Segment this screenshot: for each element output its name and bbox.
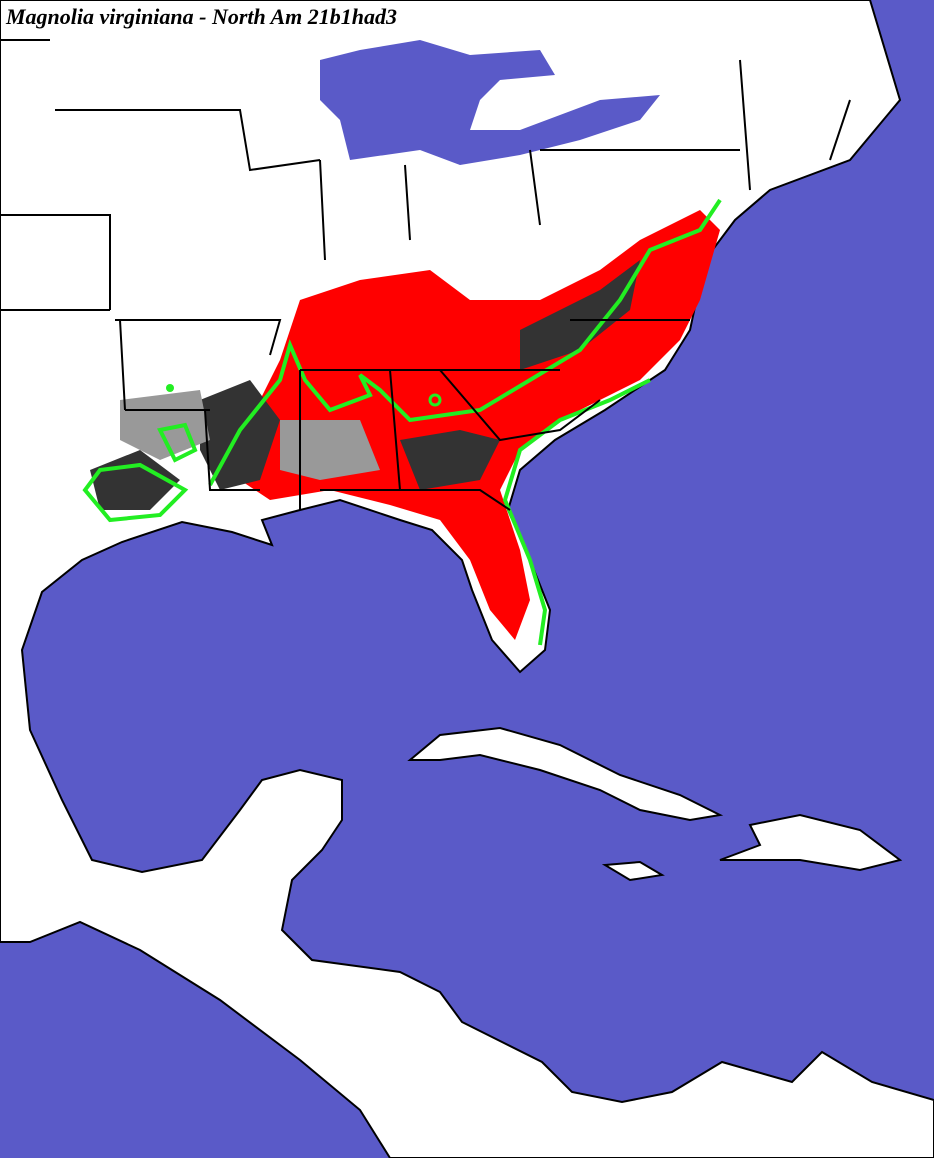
state-borders [0,39,851,511]
hispaniola [719,813,903,872]
jamaica [601,860,665,882]
great-lakes [320,40,660,165]
range-dot [428,393,442,407]
cuba [407,726,724,822]
native-range-outline [82,198,722,646]
range-dark [90,260,640,510]
range-gray [120,390,380,480]
map-title: Magnolia virginiana - North Am 21b1had3 [6,4,397,29]
range-dot [166,384,174,392]
